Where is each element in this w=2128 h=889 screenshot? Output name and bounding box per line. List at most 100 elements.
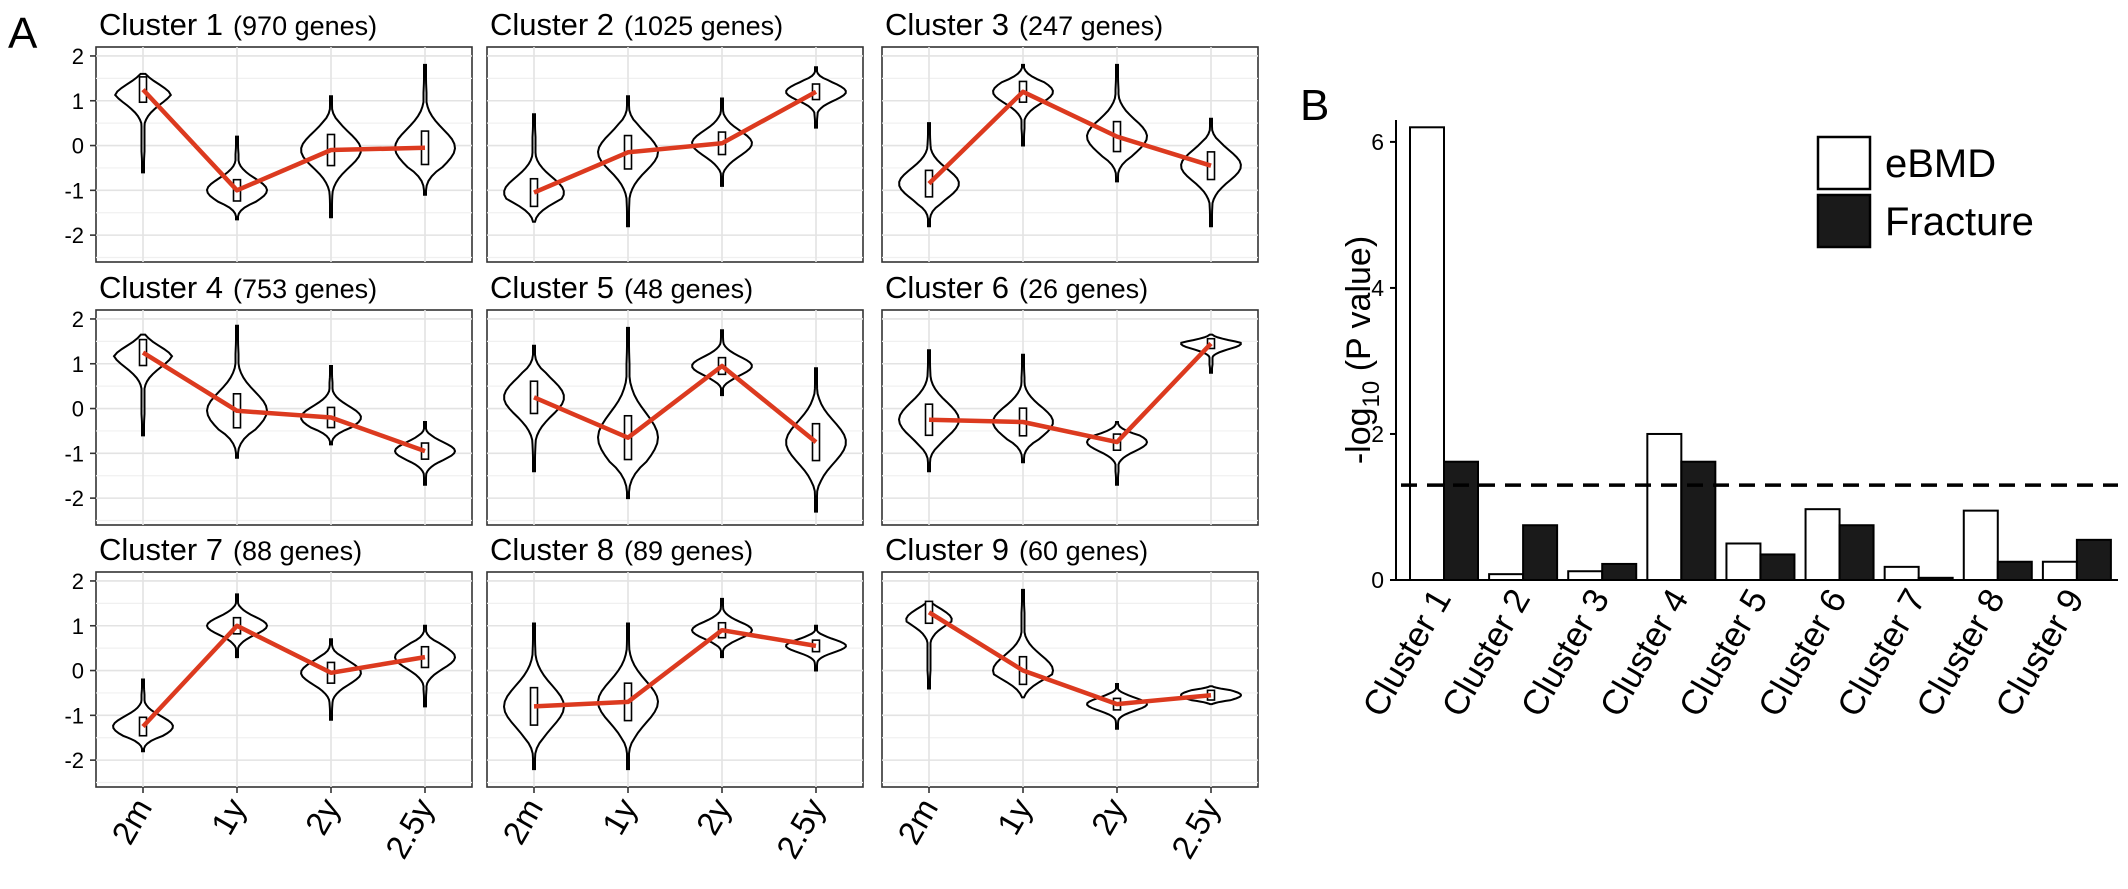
bar-fracture-9 bbox=[2075, 538, 2112, 581]
bar-ebmd-7 bbox=[1883, 565, 1920, 581]
panel-title-name: Cluster 4 bbox=[99, 270, 223, 305]
panel-cluster-2: Cluster 2 (1025 genes) bbox=[486, 7, 864, 263]
bar-ebmd-8 bbox=[1962, 509, 1999, 581]
bar-fracture-2 bbox=[1522, 524, 1559, 582]
panel-title-count: (247 genes) bbox=[1019, 11, 1163, 41]
legend-swatch-fracture bbox=[1816, 193, 1872, 249]
panel-title-count: (753 genes) bbox=[233, 274, 377, 304]
violin-1y bbox=[992, 63, 1054, 147]
y-tick-label: -1 bbox=[64, 703, 84, 728]
bar-fracture-5 bbox=[1759, 553, 1796, 582]
y-tick-label-b: 6 bbox=[1371, 129, 1384, 155]
x-tick-label: 2m bbox=[890, 792, 945, 850]
x-tick-label: 2m bbox=[104, 792, 159, 850]
panel-title: Cluster 5 (48 genes) bbox=[490, 270, 753, 305]
legend: eBMD Fracture bbox=[1816, 135, 2034, 249]
panel-cluster-3: Cluster 3 (247 genes) bbox=[881, 7, 1259, 263]
panel-title-count: (60 genes) bbox=[1019, 536, 1148, 566]
bar-fracture-7 bbox=[1917, 576, 1954, 581]
y-title-subscript: 10 bbox=[1358, 381, 1385, 408]
legend-label-ebmd: eBMD bbox=[1885, 142, 1996, 186]
violin-2.5y bbox=[1180, 333, 1242, 374]
violin-2m bbox=[112, 678, 174, 753]
violin-2m bbox=[503, 113, 565, 223]
bar-fracture-4 bbox=[1680, 460, 1717, 582]
panel-frame bbox=[486, 571, 864, 788]
x-tick-label: 2y bbox=[689, 792, 739, 841]
violin-1y bbox=[205, 135, 269, 221]
y-tick-label: 2 bbox=[72, 307, 84, 332]
x-tick-label: 2.5y bbox=[769, 792, 832, 865]
violin-panels: Cluster 1 (970 genes) -2 -1 0 1 2 Cluster 2 (102… bbox=[64, 7, 1259, 865]
panel-title-name: Cluster 2 bbox=[490, 7, 614, 42]
y-tick-label: 2 bbox=[72, 44, 84, 69]
bar-fracture-6 bbox=[1838, 524, 1875, 582]
violin-2m bbox=[905, 602, 953, 690]
y-tick-label: 1 bbox=[72, 614, 84, 639]
panel-title: Cluster 6 (26 genes) bbox=[885, 270, 1148, 305]
panel-title-name: Cluster 3 bbox=[885, 7, 1009, 42]
violin-1y bbox=[991, 588, 1055, 699]
panel-title-name: Cluster 9 bbox=[885, 532, 1009, 567]
y-tick-label: -2 bbox=[64, 486, 84, 511]
panel-title: Cluster 8 (89 genes) bbox=[490, 532, 753, 567]
panel-cluster-8: Cluster 8 (89 genes) 2m 1y 2y 2.5y bbox=[486, 532, 864, 865]
panel-title: Cluster 7 (88 genes) bbox=[99, 532, 362, 567]
panel-title: Cluster 1 (970 genes) bbox=[99, 7, 377, 42]
panel-cluster-1: Cluster 1 (970 genes) -2 -1 0 1 2 bbox=[64, 7, 473, 263]
y-tick-label: -2 bbox=[64, 748, 84, 773]
panel-title-name: Cluster 7 bbox=[99, 532, 223, 567]
panel-title-count: (26 genes) bbox=[1019, 274, 1148, 304]
bar-ebmd-9 bbox=[2041, 560, 2078, 581]
y-tick-label: 0 bbox=[72, 397, 84, 422]
x-tick-label: 2y bbox=[298, 792, 348, 841]
panel-title-name: Cluster 1 bbox=[99, 7, 223, 42]
bar-ebmd-4 bbox=[1646, 432, 1683, 582]
median-trend-line bbox=[927, 610, 1212, 707]
violin-1y bbox=[205, 324, 269, 459]
panel-title: Cluster 4 (753 genes) bbox=[99, 270, 377, 305]
bar-ebmd-2 bbox=[1488, 573, 1525, 582]
y-axis-title-b: -log10 (P value) bbox=[1340, 236, 1385, 464]
bar-fracture-8 bbox=[1996, 560, 2033, 581]
y-title-suffix: (P value) bbox=[1340, 236, 1378, 381]
bar-ebmd-6 bbox=[1804, 508, 1841, 581]
panel-title-count: (88 genes) bbox=[233, 536, 362, 566]
x-tick-label: 1y bbox=[990, 792, 1040, 841]
legend-label-fracture: Fracture bbox=[1885, 200, 2034, 244]
panel-title-name: Cluster 6 bbox=[885, 270, 1009, 305]
median-trend-line bbox=[533, 627, 817, 709]
median-trend-line bbox=[533, 363, 818, 444]
panel-cluster-6: Cluster 6 (26 genes) bbox=[881, 270, 1259, 526]
panel-title: Cluster 9 (60 genes) bbox=[885, 532, 1148, 567]
panel-title-name: Cluster 8 bbox=[490, 532, 614, 567]
panel-title-count: (89 genes) bbox=[624, 536, 753, 566]
x-tick-label: 2m bbox=[495, 792, 550, 850]
violin-1y bbox=[596, 326, 660, 500]
y-tick-label-b: 4 bbox=[1371, 275, 1384, 301]
y-tick-label: 0 bbox=[72, 134, 84, 159]
y-tick-label: 1 bbox=[72, 352, 84, 377]
violin-2m bbox=[113, 72, 173, 174]
y-tick-label: 1 bbox=[72, 89, 84, 114]
bar-ebmd-1 bbox=[1409, 126, 1445, 582]
panel-title-count: (1025 genes) bbox=[624, 11, 783, 41]
median-trend-line bbox=[141, 350, 426, 454]
x-tick-label: 2y bbox=[1084, 792, 1134, 841]
panel-title: Cluster 2 (1025 genes) bbox=[490, 7, 783, 42]
panel-frame bbox=[881, 571, 1259, 788]
panel-label-a: A bbox=[8, 9, 38, 58]
bar-ebmd-5 bbox=[1725, 542, 1762, 582]
legend-swatch-ebmd bbox=[1816, 135, 1872, 191]
panel-frame bbox=[881, 46, 1259, 263]
bar-fracture-3 bbox=[1601, 562, 1638, 582]
bar-fracture-1 bbox=[1443, 460, 1479, 582]
panel-cluster-7: Cluster 7 (88 genes) -2 -1 0 1 2 2m 1y 2y 2.5y bbox=[64, 532, 473, 865]
violin-2.5y bbox=[393, 63, 457, 196]
panel-title-count: (48 genes) bbox=[624, 274, 753, 304]
median-trend-line bbox=[533, 89, 818, 195]
box bbox=[924, 169, 934, 198]
x-tick-label: 1y bbox=[595, 792, 645, 841]
bar-ebmd-3 bbox=[1567, 570, 1604, 582]
